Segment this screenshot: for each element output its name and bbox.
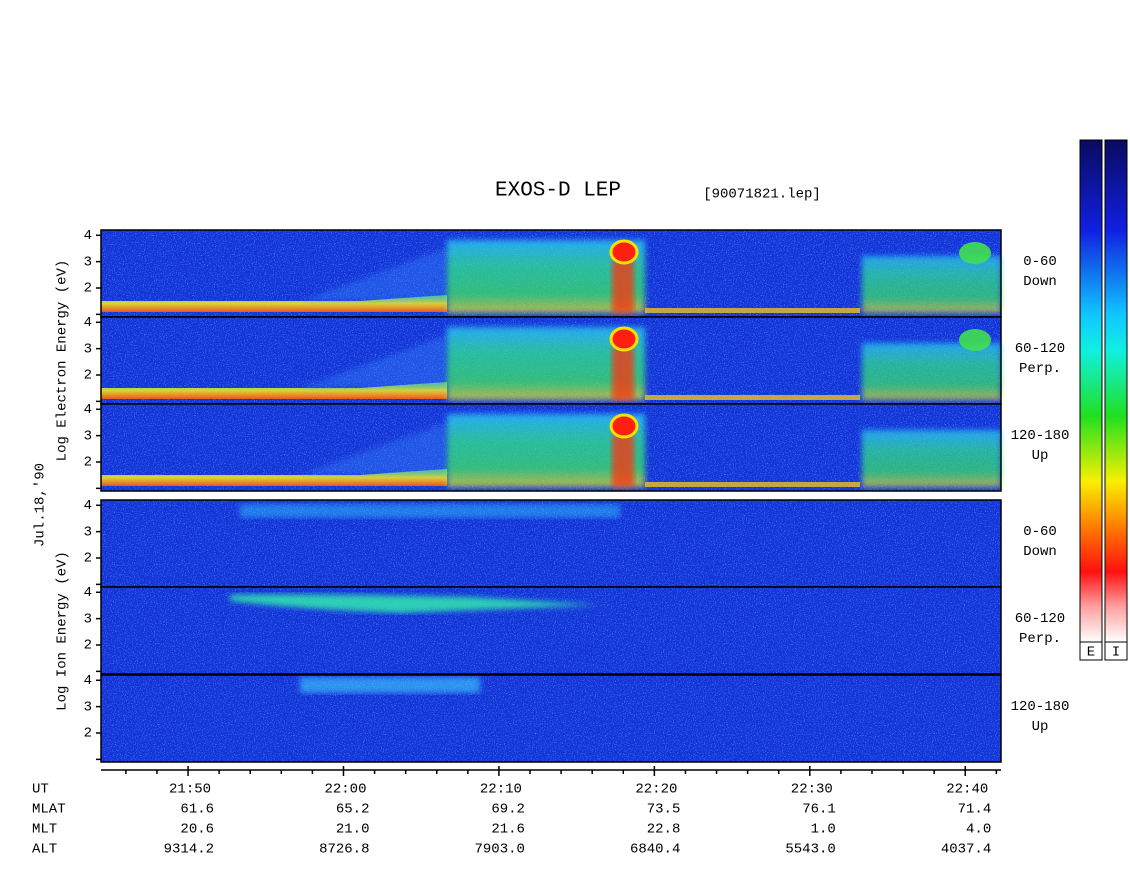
ephemeris-value: 9314.2 <box>164 842 214 858</box>
panel-dropouts <box>101 675 1001 762</box>
panel-dropouts <box>101 404 1001 491</box>
panel-dropouts <box>101 317 1001 404</box>
ephemeris-value: 6840.4 <box>630 842 680 858</box>
species-label: Log Ion Energy (eV) <box>55 551 71 711</box>
y-tick-label: 2 <box>84 726 92 742</box>
colorbar <box>1079 139 1103 643</box>
x-tick-label: 22:00 <box>324 782 366 798</box>
direction-label: Perp. <box>1019 361 1061 377</box>
ephemeris-value: 65.2 <box>336 802 370 818</box>
y-tick-label: 3 <box>84 699 92 715</box>
y-tick-label: 2 <box>84 368 92 384</box>
pitch-label: 120-180 <box>1011 428 1070 444</box>
y-tick-label: 4 <box>84 498 92 514</box>
y-tick-label: 2 <box>84 638 92 654</box>
file-label: [90071821.lep] <box>703 187 821 203</box>
x-tick-label: 21:50 <box>169 782 211 798</box>
panel <box>100 316 1002 405</box>
x-axis-title: UT <box>32 782 49 798</box>
y-tick-label: 2 <box>84 551 92 567</box>
ephemeris-label: MLAT <box>32 802 66 818</box>
y-tick-label: 4 <box>84 228 92 244</box>
ephemeris-value: 1.0 <box>811 822 836 838</box>
ephemeris-value: 22.8 <box>647 822 681 838</box>
y-tick-label: 3 <box>84 341 92 357</box>
ephemeris-value: 61.6 <box>180 802 214 818</box>
panel-frame <box>100 674 1002 763</box>
y-tick-label: 4 <box>84 673 92 689</box>
y-tick-label: 3 <box>84 524 92 540</box>
ephemeris-label: ALT <box>32 842 57 858</box>
ephemeris-value: 21.0 <box>336 822 370 838</box>
y-tick-label: 2 <box>84 281 92 297</box>
panel-frame <box>100 586 1002 675</box>
spectrograms <box>100 229 1002 763</box>
direction-label: Down <box>1023 274 1057 290</box>
date-label: Jul.18,'90 <box>33 463 49 547</box>
pitch-label: 0-60 <box>1023 254 1057 270</box>
panel <box>100 674 1002 763</box>
x-tick-label: 22:10 <box>480 782 522 798</box>
panel-dropouts <box>101 500 1001 587</box>
x-tick-label: 22:20 <box>635 782 677 798</box>
y-tick-label: 2 <box>84 455 92 471</box>
x-tick-label: 22:30 <box>791 782 833 798</box>
panel-dropouts <box>101 587 1001 674</box>
direction-label: Up <box>1032 719 1049 735</box>
pitch-label: 120-180 <box>1011 699 1070 715</box>
ephemeris-value: 7903.0 <box>475 842 525 858</box>
colorbar-label-box <box>1079 641 1103 661</box>
panel <box>100 499 1002 588</box>
ephemeris-value: 21.6 <box>491 822 525 838</box>
y-tick-label: 3 <box>84 254 92 270</box>
colorbar-label: E <box>1087 645 1095 661</box>
ephemeris-value: 20.6 <box>180 822 214 838</box>
direction-label: Up <box>1032 448 1049 464</box>
ephemeris-value: 5543.0 <box>785 842 835 858</box>
y-tick-label: 3 <box>84 428 92 444</box>
y-tick-label: 4 <box>84 585 92 601</box>
panel <box>100 403 1002 492</box>
panel <box>100 229 1002 318</box>
direction-label: Down <box>1023 544 1057 560</box>
ephemeris-value: 4037.4 <box>941 842 991 858</box>
direction-label: Perp. <box>1019 631 1061 647</box>
panel <box>100 586 1002 675</box>
ephemeris-value: 69.2 <box>491 802 525 818</box>
ephemeris-label: MLT <box>32 822 57 838</box>
y-tick-label: 4 <box>84 402 92 418</box>
y-tick-label: 4 <box>84 315 92 331</box>
pitch-label: 60-120 <box>1015 341 1065 357</box>
pitch-label: 0-60 <box>1023 524 1057 540</box>
ephemeris-value: 4.0 <box>966 822 991 838</box>
ephemeris-value: 71.4 <box>958 802 992 818</box>
ephemeris-value: 76.1 <box>802 802 836 818</box>
x-tick-label: 22:40 <box>946 782 988 798</box>
chart-title: EXOS-D LEP <box>495 180 621 203</box>
ephemeris-value: 8726.8 <box>319 842 369 858</box>
species-label: Log Electron Energy (eV) <box>55 260 71 462</box>
y-tick-label: 3 <box>84 611 92 627</box>
ephemeris-value: 73.5 <box>647 802 681 818</box>
pitch-label: 60-120 <box>1015 611 1065 627</box>
colorbar-label-box <box>1104 641 1128 661</box>
panel-dropouts <box>101 230 1001 317</box>
panel-frame <box>100 403 1002 492</box>
colorbar-label: I <box>1112 645 1120 661</box>
colorbar <box>1104 139 1128 643</box>
